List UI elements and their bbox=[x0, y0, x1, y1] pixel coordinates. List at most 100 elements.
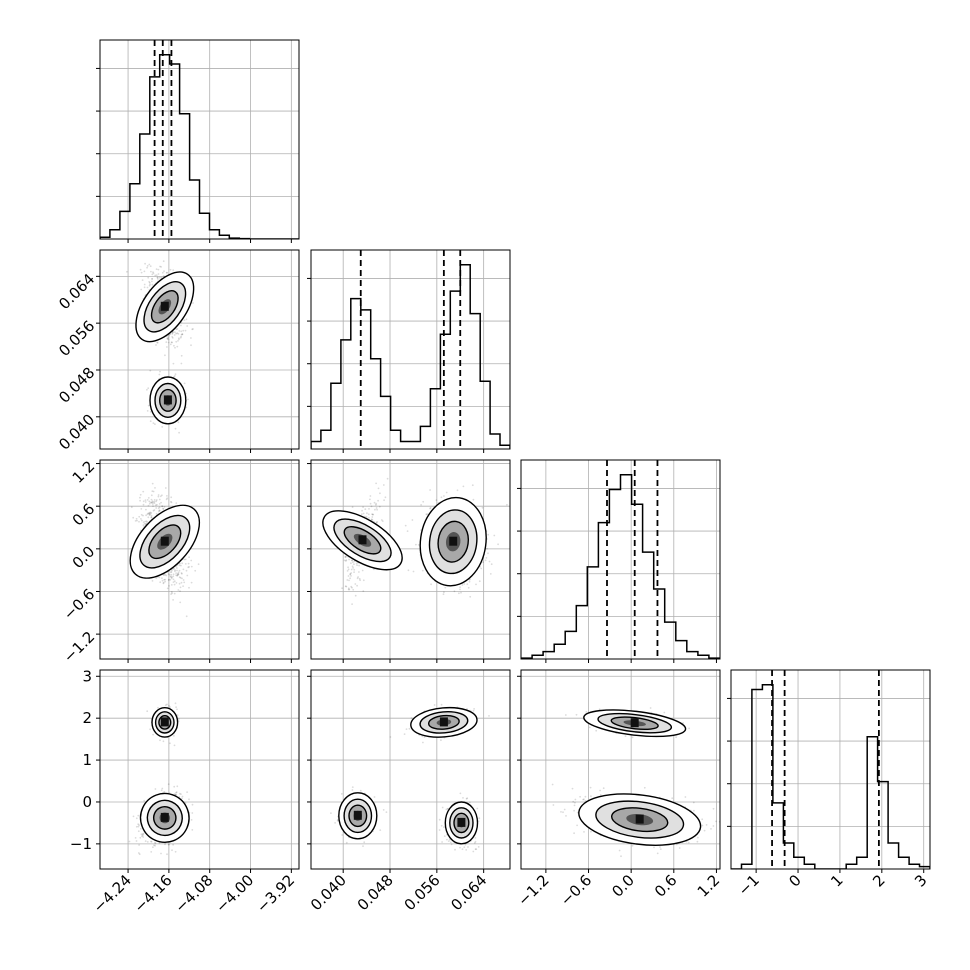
scatter-point bbox=[488, 715, 490, 717]
histogram-step-2 bbox=[521, 473, 720, 659]
scatter-point bbox=[347, 566, 349, 569]
scatter-point bbox=[155, 344, 157, 346]
x-tick-label: 0.064 bbox=[447, 871, 490, 914]
scatter-point bbox=[166, 853, 168, 856]
scatter-point bbox=[144, 501, 147, 503]
scatter-point bbox=[174, 375, 176, 377]
scatter-point bbox=[154, 423, 156, 425]
scatter-point bbox=[142, 514, 144, 517]
scatter-point bbox=[462, 485, 465, 488]
scatter-point bbox=[142, 524, 145, 527]
scatter-point bbox=[378, 505, 381, 508]
scatter-point bbox=[161, 505, 164, 508]
scatter-point bbox=[362, 512, 365, 515]
scatter-point bbox=[146, 410, 149, 412]
scatter-point bbox=[150, 511, 153, 514]
density-peak bbox=[160, 536, 169, 546]
scatter-point bbox=[143, 522, 146, 525]
density-peak bbox=[160, 812, 169, 822]
scatter-point bbox=[446, 838, 448, 841]
scatter-point bbox=[175, 706, 178, 709]
scatter-point bbox=[471, 484, 474, 487]
scatter-point bbox=[445, 808, 448, 811]
scatter-point bbox=[575, 713, 578, 716]
scatter-point bbox=[359, 579, 361, 582]
scatter-point bbox=[190, 344, 192, 347]
panel-0-0 bbox=[96, 39, 300, 243]
scatter-point bbox=[146, 499, 149, 501]
scatter-point bbox=[177, 589, 180, 591]
scatter-point bbox=[182, 568, 185, 571]
scatter-point bbox=[482, 561, 484, 564]
scatter-point bbox=[167, 579, 170, 581]
scatter-point bbox=[351, 786, 354, 788]
scatter-point bbox=[174, 373, 177, 375]
scatter-point bbox=[443, 826, 445, 828]
scatter-point bbox=[147, 387, 150, 390]
scatter-point bbox=[173, 580, 176, 583]
scatter-point bbox=[154, 844, 157, 847]
scatter-point bbox=[144, 262, 147, 265]
x-tick-label: −3.92 bbox=[253, 871, 298, 916]
scatter-point bbox=[172, 573, 175, 576]
scatter-point bbox=[190, 337, 192, 339]
scatter-point bbox=[157, 507, 160, 510]
scatter-point bbox=[465, 849, 468, 851]
scatter-point bbox=[167, 573, 170, 575]
scatter-point bbox=[153, 499, 156, 501]
scatter-point bbox=[162, 740, 165, 743]
scatter-point bbox=[176, 573, 179, 576]
scatter-point bbox=[442, 593, 445, 596]
scatter-point bbox=[478, 580, 481, 583]
scatter-point bbox=[173, 785, 176, 788]
scatter-point bbox=[183, 558, 186, 561]
scatter-point bbox=[473, 708, 475, 710]
scatter-point bbox=[460, 591, 462, 594]
scatter-point bbox=[377, 487, 380, 490]
scatter-point bbox=[176, 574, 179, 577]
scatter-point bbox=[408, 727, 411, 730]
scatter-point bbox=[351, 565, 354, 568]
scatter-point bbox=[140, 513, 143, 516]
scatter-point bbox=[160, 501, 163, 504]
scatter-point bbox=[475, 583, 477, 586]
y-tick-label: −1.2 bbox=[60, 628, 98, 666]
scatter-point bbox=[174, 427, 177, 430]
scatter-point bbox=[468, 579, 471, 581]
scatter-point bbox=[422, 741, 424, 744]
scatter-point bbox=[157, 268, 160, 271]
scatter-point bbox=[403, 733, 406, 735]
scatter-point bbox=[165, 574, 168, 577]
scatter-point bbox=[159, 581, 162, 584]
scatter-point bbox=[385, 811, 388, 813]
scatter-point bbox=[417, 544, 420, 546]
scatter-point bbox=[152, 505, 154, 507]
scatter-point bbox=[466, 583, 469, 586]
scatter-point bbox=[478, 817, 481, 820]
scatter-point bbox=[341, 587, 343, 590]
scatter-point bbox=[166, 587, 169, 590]
scatter-point bbox=[461, 848, 464, 851]
scatter-point bbox=[137, 825, 140, 828]
y-tick-label: −0.6 bbox=[60, 585, 98, 623]
scatter-point bbox=[146, 388, 148, 391]
scatter-point bbox=[181, 797, 183, 800]
scatter-point bbox=[148, 514, 151, 516]
scatter-point bbox=[382, 484, 385, 486]
scatter-point bbox=[184, 558, 187, 561]
scatter-point bbox=[176, 574, 179, 577]
scatter-point bbox=[139, 493, 142, 496]
scatter-point bbox=[363, 841, 366, 844]
scatter-point bbox=[175, 332, 178, 335]
scatter-point bbox=[362, 506, 364, 508]
x-tick-label: 0.048 bbox=[354, 871, 397, 914]
scatter-point bbox=[155, 512, 158, 515]
scatter-point bbox=[176, 332, 179, 335]
scatter-point bbox=[173, 583, 176, 586]
scatter-point bbox=[361, 569, 364, 572]
scatter-point bbox=[468, 580, 471, 583]
scatter-point bbox=[152, 846, 154, 849]
density-peak bbox=[457, 817, 466, 827]
scatter-points bbox=[551, 707, 720, 858]
scatter-point bbox=[144, 840, 147, 842]
